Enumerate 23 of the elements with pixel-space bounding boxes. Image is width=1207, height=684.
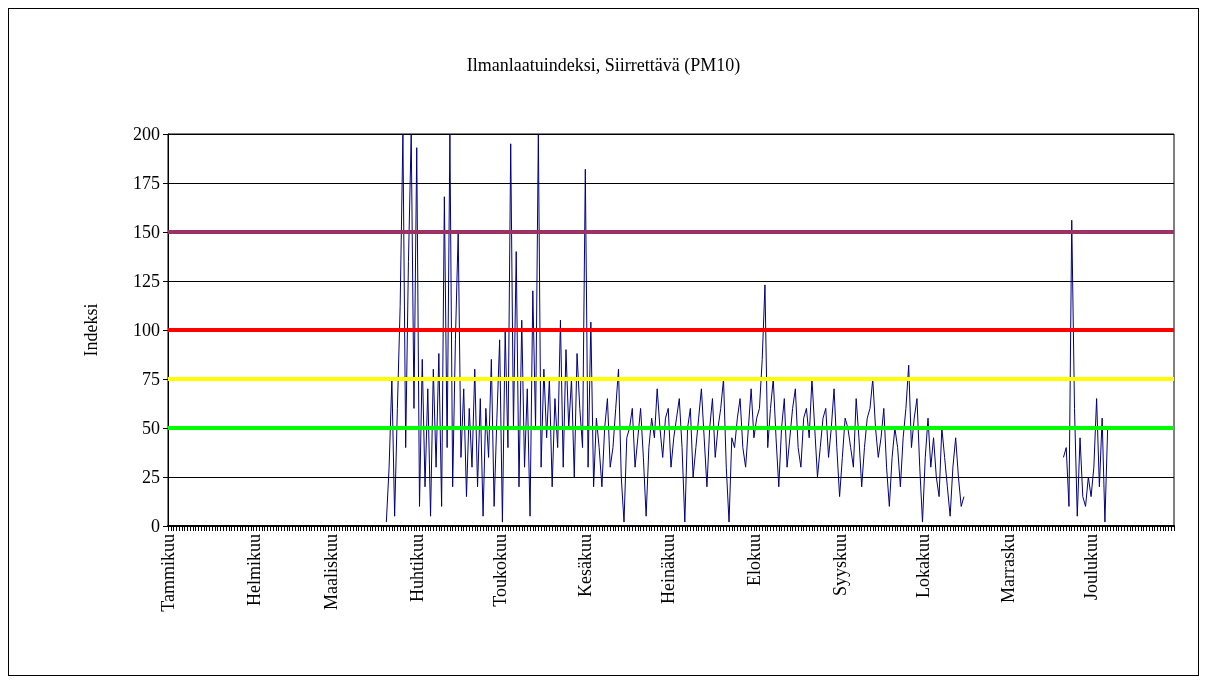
y-tick-label: 200 <box>133 124 160 144</box>
x-tick-label: Joulukuu <box>1081 534 1102 601</box>
y-tick-label: 25 <box>142 467 160 487</box>
x-tick-label: Elokuu <box>743 534 764 586</box>
x-tick-label: Marrasku <box>998 534 1019 603</box>
x-tick-label: Toukokuu <box>489 534 510 607</box>
x-tick-label: Syyskuu <box>829 534 850 597</box>
y-tick-label: 125 <box>133 271 160 291</box>
y-tick-label: 50 <box>142 418 160 438</box>
y-tick-label: 150 <box>133 222 160 242</box>
chart-title: Ilmanlaatuindeksi, Siirrettävä (PM10) <box>466 55 741 76</box>
x-tick-label: Helmikuu <box>243 534 264 606</box>
x-tick-label: Tammikuu <box>158 534 178 612</box>
x-tick-label: Kesäkuu <box>575 534 596 597</box>
y-tick-label: 175 <box>133 173 160 193</box>
y-tick-label: 0 <box>151 516 160 536</box>
y-tick-label: 75 <box>142 369 160 389</box>
x-tick-label: Heinäkuu <box>658 534 679 604</box>
x-tick-label: Maaliskuu <box>321 534 342 610</box>
x-tick-label: Huhtikuu <box>406 534 427 603</box>
x-tick-label: Lokakuu <box>912 534 933 598</box>
y-tick-label: 100 <box>133 320 160 340</box>
y-axis-title: Indeksi <box>81 303 101 357</box>
